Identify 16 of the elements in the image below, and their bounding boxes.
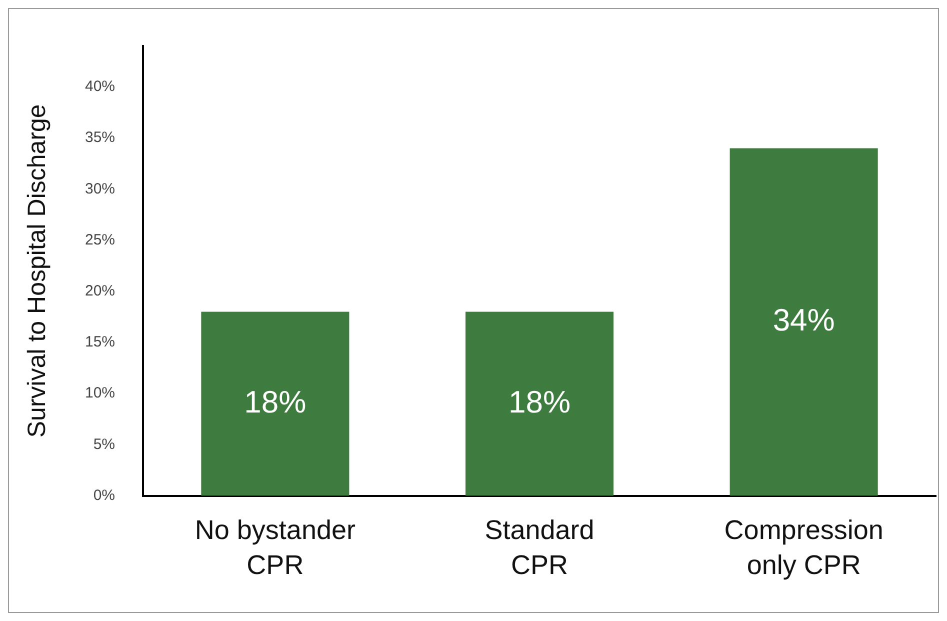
data-label: 18% <box>244 384 306 420</box>
y-tick-label: 40% <box>84 78 116 96</box>
y-tick-label: 0% <box>93 486 116 504</box>
y-tick-label: 20% <box>84 282 116 300</box>
x-tick-label: No bystander CPR <box>194 514 356 580</box>
data-label: 34% <box>772 302 835 338</box>
y-tick-label: 35% <box>84 129 116 146</box>
data-label: 18% <box>508 384 571 420</box>
y-tick-label: 10% <box>84 384 116 402</box>
y-axis-title: Survival to Hospital Discharge <box>22 104 51 438</box>
y-tick-label: 30% <box>84 180 116 198</box>
y-tick-label: 15% <box>84 334 116 351</box>
y-tick-label: 25% <box>84 231 116 248</box>
x-tick-label: Compression only CPR <box>724 514 884 580</box>
y-tick-label: 5% <box>93 436 116 453</box>
x-tick-label: Standard CPR <box>484 514 594 580</box>
